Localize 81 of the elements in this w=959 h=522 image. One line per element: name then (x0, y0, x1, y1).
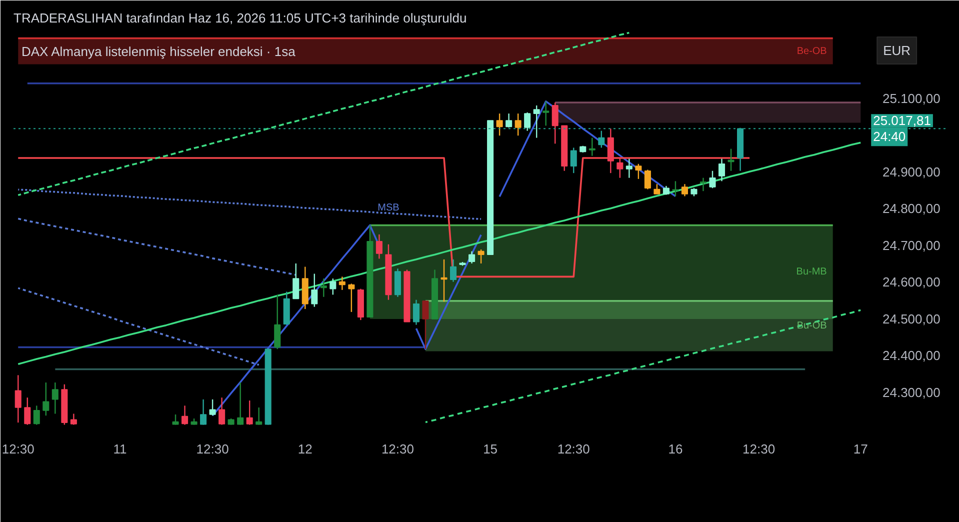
candlestick (182, 405, 188, 426)
line-series (17, 218, 297, 276)
series-label: Bu-OB (796, 320, 828, 332)
candlestick (450, 258, 457, 282)
candlestick (24, 396, 31, 426)
text: Bu-MB (796, 266, 828, 278)
y-tick-label: 24.300,00 (882, 384, 940, 400)
candlestick (172, 414, 179, 426)
candlestick (246, 400, 253, 426)
candlestick (718, 158, 726, 182)
x-tick-label: 16 (668, 442, 683, 456)
candlestick (728, 148, 734, 172)
candlestick (200, 398, 207, 426)
x-tick-label: 12:30 (742, 442, 776, 456)
candlestick (412, 299, 420, 326)
candlestick (524, 112, 531, 132)
x-tick-label: 12:30 (2, 442, 34, 456)
candlestick (376, 234, 382, 260)
y-tick-label: 24.700,00 (882, 238, 940, 253)
candlestick (700, 177, 707, 192)
candlestick (256, 406, 262, 426)
candlestick (218, 396, 226, 426)
candlestick (626, 158, 632, 178)
x-tick-label: 11 (113, 442, 127, 456)
x-tick-label: 12:30 (196, 442, 229, 456)
candlestick (52, 382, 58, 414)
candlestick (681, 183, 688, 197)
candlestick (514, 112, 522, 136)
y-tick-label: 24.900,00 (882, 164, 940, 180)
candlestick (478, 248, 484, 264)
candlestick (468, 250, 476, 264)
candlestick (588, 137, 596, 156)
candlestick (672, 180, 679, 197)
ref-line-label: 25.017,81 24:40 (873, 113, 931, 144)
candlestick (709, 170, 716, 189)
series-label: MSB (378, 202, 400, 214)
line-series (17, 287, 260, 366)
text: DAX Almanya listelenmiş hisseler endeksi · 1sa (22, 44, 296, 59)
candlestick (440, 258, 448, 302)
candlestick (570, 147, 577, 174)
candlestick (42, 382, 50, 416)
x-tick-label: 12 (298, 442, 312, 456)
candlestick (338, 276, 346, 291)
candlestick (496, 112, 503, 136)
candlestick (292, 262, 300, 300)
x-tick-label: 12:30 (381, 442, 414, 456)
x-tick-label: 15 (483, 442, 498, 456)
candlestick (533, 104, 540, 138)
candlestick (33, 405, 40, 426)
candlestick (654, 183, 660, 195)
candlestick (330, 278, 336, 296)
candlestick (274, 294, 281, 350)
y-axis-title: EUR (883, 43, 911, 58)
candlestick (506, 112, 512, 128)
candlestick (644, 169, 651, 190)
line-series (17, 142, 862, 366)
candlestick (598, 130, 605, 148)
line-series (17, 188, 482, 220)
text: TRADERASLIHAN tarafından Haz 16, 2026 11:05 UTC+3 tarihinde oluşturuldu (14, 10, 467, 26)
line-series (17, 32, 630, 196)
candlestick (70, 413, 77, 426)
candlestick (635, 163, 642, 180)
candlestick (348, 283, 355, 313)
candlestick (542, 100, 550, 126)
candlestick (209, 398, 216, 416)
series-label: Be-OB (796, 46, 828, 57)
line-series (424, 309, 862, 424)
x-tick-label: 12:30 (557, 442, 590, 456)
candlestick (14, 374, 22, 424)
candlestick (422, 300, 429, 350)
y-tick-label: 24.600,00 (882, 274, 940, 290)
y-tick-label: 24.800,00 (882, 201, 940, 216)
candlestick (394, 268, 401, 298)
candlestick (311, 273, 318, 308)
candlestick (320, 278, 327, 298)
y-tick-label: 24.500,00 (882, 311, 940, 326)
candlestick (237, 382, 244, 426)
y-tick-label: 24.400,00 (882, 348, 940, 364)
candlestick (552, 102, 558, 144)
y-tick-label: 25.100,00 (882, 90, 940, 106)
x-tick-label: 17 (853, 442, 868, 456)
